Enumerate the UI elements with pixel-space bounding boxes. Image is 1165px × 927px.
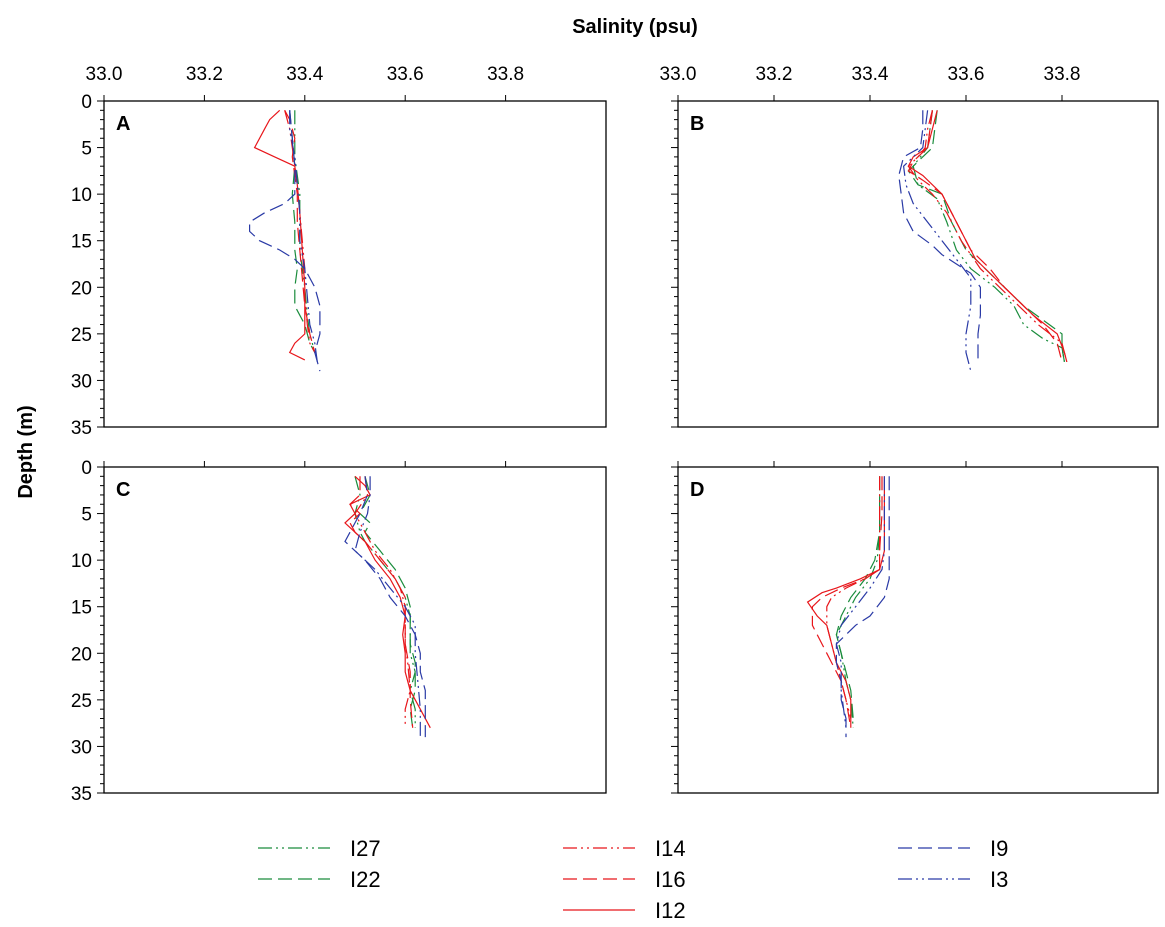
x-tick-label: 33.0 [660, 64, 697, 85]
series-line-i22 [835, 476, 881, 719]
legend-item-i16: I16 [563, 867, 686, 892]
x-tick-label: 33.8 [1044, 64, 1081, 85]
series-line-i14 [826, 476, 881, 719]
x-tick-label: 33.4 [852, 64, 889, 85]
panel-b: 33.0 33.2 33.4 33.6 33.8 B [660, 64, 1159, 428]
panel-frame [103, 466, 607, 794]
y-tick-label: 25 [71, 691, 92, 712]
series-line-i9 [835, 476, 890, 738]
series-line-i27 [912, 110, 1065, 362]
x-tick-label: 33.2 [756, 64, 793, 85]
y-tick-label: 30 [71, 371, 92, 392]
series-line-i16 [349, 476, 414, 728]
legend-item-i14: I14 [563, 836, 686, 861]
y-tick-label: 15 [71, 598, 92, 619]
y-tick-label: 35 [71, 784, 92, 805]
panel-frame [677, 100, 1159, 428]
legend-label: I22 [350, 867, 381, 892]
panel-c: 0 5 10 15 20 25 30 35 C [71, 458, 607, 805]
y-tick-label: 0 [81, 458, 92, 479]
y-axis-title: Depth (m) [15, 405, 37, 498]
panel-a: 0 5 10 15 20 25 30 35 33.0 33.2 33.4 33.6 33.8 A [71, 64, 607, 439]
x-tick-label: 33.4 [286, 64, 323, 85]
legend-item-i27: I27 [258, 836, 381, 861]
series-line-i16 [811, 476, 883, 728]
series-line-i3 [835, 476, 886, 728]
series-line-i22 [359, 476, 416, 728]
panel-frame [103, 100, 607, 428]
legend-item-i9: I9 [898, 836, 1008, 861]
series-line-i14 [354, 476, 411, 728]
x-axis-title: Salinity (psu) [572, 16, 698, 38]
panel-label: D [690, 479, 704, 501]
series-line-i3 [902, 110, 972, 372]
series-line-i12 [344, 475, 431, 729]
panel-label: C [116, 479, 130, 501]
series-line-i16 [284, 110, 316, 353]
panel-frame [677, 466, 1159, 794]
x-tick-label: 33.8 [487, 64, 524, 85]
y-tick-label: 10 [71, 551, 92, 572]
panel-label: A [116, 113, 130, 135]
legend-item-i3: I3 [898, 867, 1008, 892]
legend-label: I9 [990, 836, 1008, 861]
series-line-i12 [907, 110, 1068, 362]
x-tick-label: 33.6 [948, 64, 985, 85]
y-tick-label: 0 [81, 92, 92, 113]
y-tick-label: 5 [81, 505, 92, 526]
series-line-i9 [898, 110, 982, 362]
y-tick-label: 5 [81, 139, 92, 160]
legend-label: I14 [655, 836, 686, 861]
legend-item-i22: I22 [258, 867, 381, 892]
legend: I27 I22 I14 I16 I12 I9 I3 [258, 836, 1008, 923]
series-line-i3 [289, 110, 318, 362]
x-tick-label: 33.0 [86, 64, 123, 85]
legend-label: I27 [350, 836, 381, 861]
series-line-i22 [907, 110, 1065, 362]
series-line-i9 [344, 476, 426, 738]
series-line-i3 [354, 476, 421, 738]
legend-item-i12: I12 [563, 898, 686, 923]
y-tick-label: 20 [71, 278, 92, 299]
series-line-i9 [249, 110, 321, 372]
legend-label: I16 [655, 867, 686, 892]
y-tick-label: 25 [71, 325, 92, 346]
y-tick-label: 30 [71, 737, 92, 758]
panel-label: B [690, 113, 704, 135]
series-line-i12 [806, 476, 886, 728]
series-line-i14 [284, 110, 316, 353]
x-tick-label: 33.6 [387, 64, 424, 85]
y-tick-label: 35 [71, 418, 92, 439]
y-tick-label: 20 [71, 644, 92, 665]
x-tick-label: 33.2 [186, 64, 223, 85]
legend-label: I12 [655, 898, 686, 923]
y-tick-label: 10 [71, 185, 92, 206]
legend-label: I3 [990, 867, 1008, 892]
panel-d: D [671, 461, 1159, 794]
y-tick-label: 15 [71, 232, 92, 253]
